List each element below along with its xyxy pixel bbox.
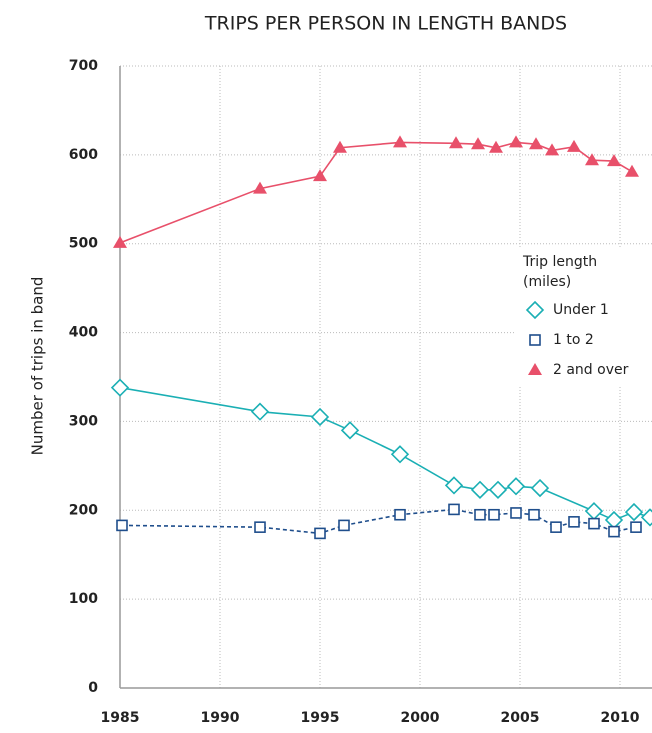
triangle-marker xyxy=(393,135,407,148)
square-marker xyxy=(338,519,350,532)
diamond-marker xyxy=(250,402,270,421)
square-marker xyxy=(314,527,326,540)
diamond-marker xyxy=(488,480,508,499)
legend-title: (miles) xyxy=(523,274,571,290)
square-marker xyxy=(510,507,522,519)
legend-label: 1 to 2 xyxy=(553,332,594,348)
y-tick-label: 100 xyxy=(69,591,98,607)
diamond-marker xyxy=(340,421,360,440)
square-marker xyxy=(608,525,620,538)
square-marker xyxy=(568,516,580,528)
y-tick-label: 600 xyxy=(69,147,98,163)
legend-label: Under 1 xyxy=(553,302,609,318)
triangle-marker xyxy=(625,164,639,177)
diamond-marker xyxy=(530,478,550,498)
legend-label: 2 and over xyxy=(553,362,629,378)
triangle-marker xyxy=(545,143,559,156)
triangle-marker xyxy=(509,135,523,148)
square-marker xyxy=(488,508,500,521)
diamond-marker xyxy=(110,378,130,397)
triangle-marker xyxy=(529,137,543,150)
y-tick-label: 500 xyxy=(69,236,98,252)
y-tick-label: 300 xyxy=(69,413,98,429)
diamond-marker xyxy=(506,477,526,496)
square-marker xyxy=(630,521,642,533)
diamond-marker xyxy=(390,445,410,464)
series-line xyxy=(121,508,637,535)
square-marker xyxy=(550,521,562,533)
y-tick-label: 400 xyxy=(69,325,98,341)
triangle-marker xyxy=(607,154,621,167)
y-tick-label: 200 xyxy=(69,502,98,518)
series-line xyxy=(119,386,651,521)
diamond-marker xyxy=(640,508,652,527)
diamond-marker xyxy=(470,480,490,499)
diamond-marker xyxy=(624,502,644,522)
triangle-marker xyxy=(113,235,127,248)
diamond-marker xyxy=(525,300,545,320)
square-marker xyxy=(528,508,540,521)
square-marker xyxy=(588,517,600,530)
triangle-marker xyxy=(449,136,463,149)
square-marker xyxy=(394,508,406,521)
square-marker xyxy=(116,519,128,532)
triangle-marker xyxy=(567,139,581,152)
diamond-marker xyxy=(310,407,330,427)
series-line xyxy=(119,141,633,244)
x-tick-label: 1990 xyxy=(201,710,240,726)
triangle-marker xyxy=(528,363,542,375)
triangle-marker xyxy=(313,169,327,182)
legend-title: Trip length xyxy=(522,254,597,270)
square-marker xyxy=(448,503,460,516)
x-tick-label: 2000 xyxy=(401,710,440,726)
diamond-marker xyxy=(584,502,604,521)
y-tick-label: 0 xyxy=(88,680,98,696)
x-tick-label: 1995 xyxy=(301,710,340,726)
square-marker xyxy=(474,508,486,521)
x-tick-label: 2010 xyxy=(601,710,640,726)
triangle-marker xyxy=(333,140,347,153)
triangle-marker xyxy=(585,153,599,166)
y-axis-label: Number of trips in band xyxy=(29,277,47,456)
triangle-marker xyxy=(471,137,485,150)
square-marker xyxy=(254,521,266,533)
square-marker xyxy=(529,334,541,346)
x-tick-label: 2005 xyxy=(501,710,540,726)
chart-title: TRIPS PER PERSON IN LENGTH BANDS xyxy=(204,13,567,35)
triangle-marker xyxy=(253,181,267,194)
y-tick-label: 700 xyxy=(69,58,98,74)
triangle-marker xyxy=(489,140,503,153)
x-tick-label: 1985 xyxy=(101,710,140,726)
diamond-marker xyxy=(444,476,464,495)
